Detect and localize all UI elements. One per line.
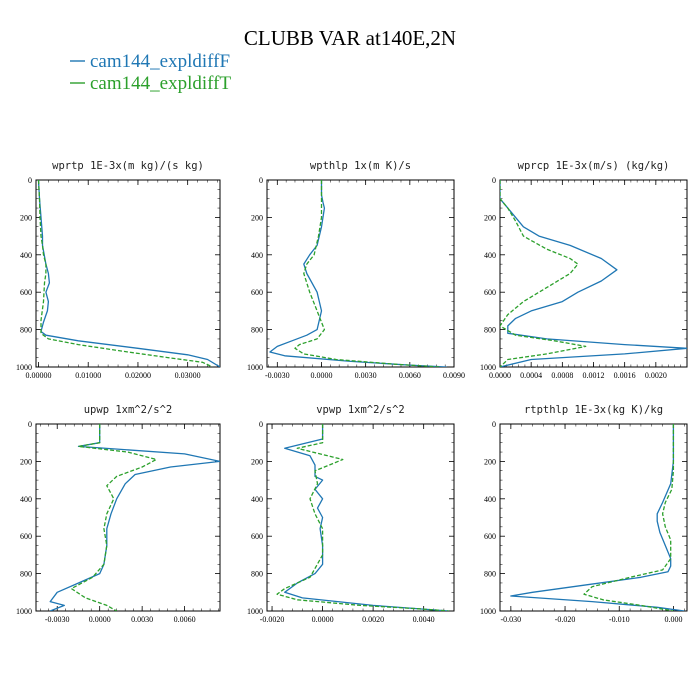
x-tick-label: 0.01000 — [75, 371, 101, 380]
x-tick-label: -0.030 — [501, 615, 522, 624]
x-tick-label: 0.0040 — [413, 615, 435, 624]
panel-6: rtpthlp 1E-3x(kg K)/kg -0.030 -0.020 -0.010… — [480, 404, 688, 624]
y-tick-label: 0 — [259, 176, 263, 185]
x-tick-label: 0.0030 — [131, 615, 153, 624]
x-tick-label: 0.0060 — [174, 615, 196, 624]
panel-title: vpwp 1xm^2/s^2 — [316, 404, 405, 416]
y-tick-label: 200 — [20, 213, 32, 222]
series-line-cam144_expldiffF — [37, 180, 220, 367]
legend-label-f: cam144_expldiffF — [90, 51, 230, 72]
y-tick-label: 0 — [492, 420, 496, 429]
y-tick-label: 1000 — [247, 607, 263, 616]
figure-title: CLUBB VAR at140E,2N — [244, 26, 456, 50]
y-tick-label: 400 — [20, 495, 32, 504]
series-line-cam144_expldiffF — [49, 424, 220, 611]
panel-1: wprtp 1E-3x(m kg)/(s kg) 0.00000 0.01000 0.… — [16, 160, 221, 380]
panel-4: upwp 1xm^2/s^2 -0.0030 0.0000 0.0030 0.0060 0… — [16, 404, 221, 624]
x-tick-label: 0.0060 — [399, 371, 421, 380]
y-tick-label: 0 — [28, 420, 32, 429]
x-tick-label: 0.03000 — [175, 371, 201, 380]
axes-frame — [35, 179, 221, 368]
series-line-cam144_expldiffT — [500, 180, 587, 367]
x-tick-label: 0.0030 — [355, 371, 377, 380]
y-tick-label: 0 — [28, 176, 32, 185]
y-tick-label: 400 — [484, 251, 496, 260]
x-tick-label: 0.0000 — [89, 615, 111, 624]
series-line-cam144_expldiffT — [294, 180, 440, 367]
y-tick-label: 600 — [251, 288, 263, 297]
y-tick-label: 400 — [251, 251, 263, 260]
x-tick-label: 0.0012 — [583, 371, 605, 380]
x-tick-label: 0.00000 — [25, 371, 51, 380]
y-tick-label: 1000 — [16, 607, 32, 616]
y-tick-label: 600 — [484, 532, 496, 541]
y-tick-label: 0 — [259, 420, 263, 429]
axes-frame — [266, 179, 455, 368]
series-line-cam144_expldiffF — [500, 180, 687, 367]
legend: cam144_expldiffF cam144_expldiffT — [70, 51, 231, 94]
y-tick-label: 400 — [251, 495, 263, 504]
x-tick-label: 0.0090 — [443, 371, 465, 380]
axes-frame — [499, 179, 688, 368]
y-tick-label: 800 — [251, 326, 263, 335]
x-tick-label: -0.0030 — [45, 615, 70, 624]
y-tick-label: 800 — [484, 326, 496, 335]
axes-frame — [499, 423, 688, 612]
panel-2: wpthlp 1x(m K)/s -0.0030 0.0000 0.0030 0.006… — [247, 160, 465, 380]
y-tick-label: 1000 — [16, 363, 32, 372]
axes-frame — [266, 423, 455, 612]
x-tick-label: 0.0004 — [520, 371, 542, 380]
y-tick-label: 1000 — [480, 607, 496, 616]
y-tick-label: 800 — [251, 570, 263, 579]
panel-title: upwp 1xm^2/s^2 — [84, 404, 173, 416]
y-tick-label: 600 — [484, 288, 496, 297]
x-tick-label: 0.0008 — [551, 371, 573, 380]
y-tick-label: 200 — [20, 457, 32, 466]
y-tick-label: 200 — [484, 457, 496, 466]
x-tick-label: 0.000 — [664, 615, 682, 624]
x-tick-label: 0.0000 — [312, 615, 334, 624]
x-tick-label: -0.020 — [555, 615, 576, 624]
y-tick-label: 0 — [492, 176, 496, 185]
x-tick-label: -0.0020 — [260, 615, 285, 624]
x-tick-label: 0.0020 — [362, 615, 384, 624]
y-tick-label: 800 — [20, 570, 32, 579]
y-tick-label: 200 — [484, 213, 496, 222]
x-tick-label: 0.0000 — [489, 371, 511, 380]
panel-title: wprcp 1E-3x(m/s) (kg/kg) — [518, 160, 670, 172]
y-tick-label: 1000 — [480, 363, 496, 372]
y-tick-label: 600 — [20, 288, 32, 297]
panel-title: wpthlp 1x(m K)/s — [310, 160, 411, 172]
y-tick-label: 200 — [251, 213, 263, 222]
series-line-cam144_expldiffT — [276, 424, 449, 611]
x-tick-label: 0.02000 — [125, 371, 151, 380]
series-line-cam144_expldiffF — [510, 424, 685, 611]
series-line-cam144_expldiffT — [70, 424, 157, 611]
y-tick-label: 400 — [484, 495, 496, 504]
y-tick-label: 600 — [251, 532, 263, 541]
x-tick-label: 0.0016 — [614, 371, 636, 380]
series-line-cam144_expldiffT — [583, 424, 675, 611]
y-tick-label: 200 — [251, 457, 263, 466]
series-line-cam144_expldiffF — [284, 424, 449, 611]
panel-title: wprtp 1E-3x(m kg)/(s kg) — [52, 160, 204, 172]
y-tick-label: 800 — [484, 570, 496, 579]
x-tick-label: -0.0030 — [265, 371, 290, 380]
y-tick-label: 400 — [20, 251, 32, 260]
y-tick-label: 800 — [20, 326, 32, 335]
x-tick-label: 0.0020 — [645, 371, 667, 380]
series-line-cam144_expldiffF — [269, 180, 447, 367]
panels: wprtp 1E-3x(m kg)/(s kg)0.00000 0.01000 0.… — [16, 160, 688, 624]
y-tick-label: 1000 — [247, 363, 263, 372]
x-tick-label: -0.010 — [609, 615, 630, 624]
x-tick-label: 0.0000 — [310, 371, 332, 380]
panel-3: wprcp 1E-3x(m/s) (kg/kg) 0.0000 0.0004 0.00… — [480, 160, 688, 380]
y-tick-label: 600 — [20, 532, 32, 541]
legend-label-t: cam144_expldiffT — [90, 73, 231, 94]
panel-5: vpwp 1xm^2/s^2 -0.0020 0.0000 0.0020 0.0040 0… — [247, 404, 455, 624]
panel-title: rtpthlp 1E-3x(kg K)/kg — [524, 404, 663, 416]
